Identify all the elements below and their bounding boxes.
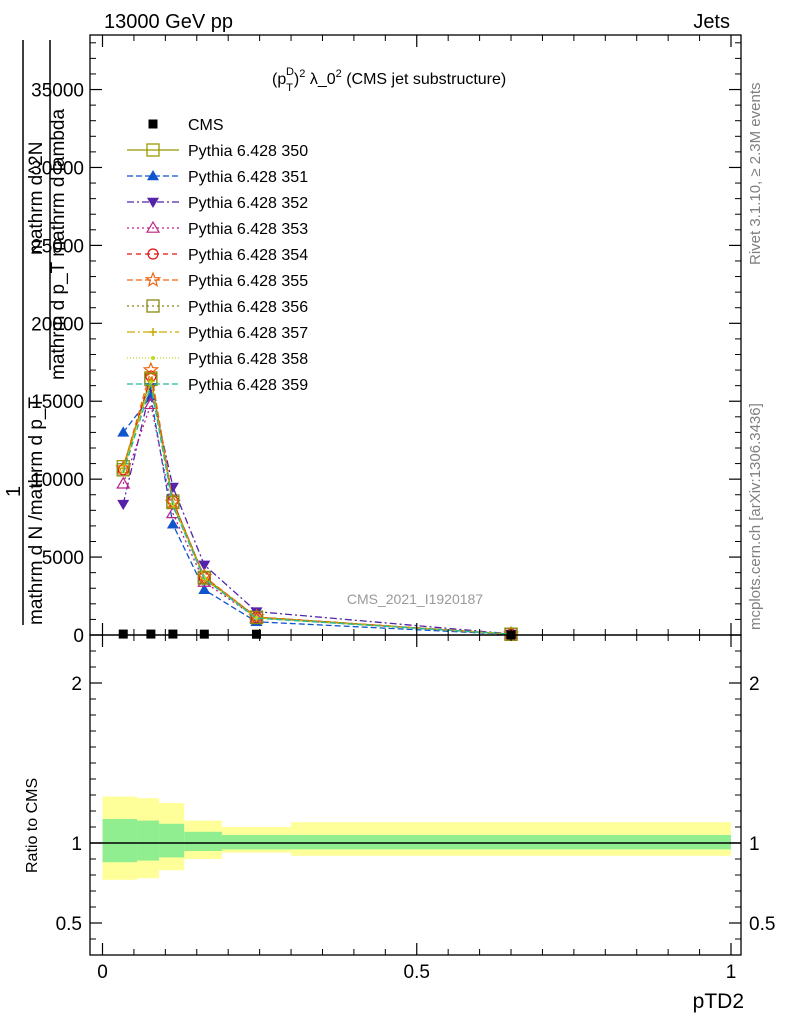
legend-label-1: Pythia 6.428 351 <box>188 169 308 186</box>
xtick-label-0: 0 <box>97 962 108 983</box>
x-axis-label: pTD2 <box>693 990 744 1013</box>
main-ytick-label-3: 15000 <box>31 392 84 413</box>
legend-marker-7 <box>149 328 157 336</box>
ratio-ytick-label-right-0: 0.5 <box>749 914 775 935</box>
legend-entry-6: Pythia 6.428 356 <box>127 299 308 316</box>
xtick-label-1: 0.5 <box>404 962 430 983</box>
series-line-5 <box>122 369 512 635</box>
legend-label-2: Pythia 6.428 352 <box>188 195 308 212</box>
header-right: Jets <box>693 11 730 33</box>
legend-label-3: Pythia 6.428 353 <box>188 221 308 238</box>
legend-label-cms: CMS <box>188 117 224 134</box>
xtick-label-2: 1 <box>726 962 737 983</box>
legend-label-7: Pythia 6.428 357 <box>188 325 308 342</box>
ratio-uncertainty-bands <box>102 796 731 880</box>
legend-entry-8: Pythia 6.428 358 <box>127 351 308 368</box>
legend-marker-5 <box>144 271 162 288</box>
main-ytick-label-5: 25000 <box>31 236 84 257</box>
ratio-y-label: Ratio to CMS <box>24 778 41 873</box>
plot-title-text: (pTD)2 λ_02 (CMS jet substructure) <box>272 66 506 94</box>
cms-point-0 <box>118 629 128 639</box>
legend-marker-6 <box>146 299 160 313</box>
cms-point-4 <box>251 629 261 639</box>
legend-entry-3: Pythia 6.428 353 <box>127 220 308 238</box>
series-line-6 <box>122 379 512 635</box>
cms-point-2 <box>168 629 178 639</box>
legend-entry-1: Pythia 6.428 351 <box>127 169 308 186</box>
series-2-point-3 <box>198 560 211 571</box>
legend-marker-3 <box>145 220 161 233</box>
series-6-point-1 <box>144 372 158 387</box>
main-ytick-label-0: 0 <box>73 626 84 647</box>
ratio-ytick-label-right-1: 1 <box>749 834 760 855</box>
legend-entry-0: Pythia 6.428 350 <box>127 143 308 160</box>
legend-entry-9: Pythia 6.428 359 <box>127 377 308 394</box>
legend-entry-7: Pythia 6.428 357 <box>127 325 308 342</box>
main-ytick-label-4: 20000 <box>31 314 84 335</box>
series-6-point-4 <box>249 610 264 625</box>
legend-marker-8 <box>151 356 155 360</box>
ylabel-frac-one: 1 <box>3 486 25 497</box>
ratio-frame <box>89 634 742 956</box>
series-8-point-4 <box>254 615 259 620</box>
cms-point-1 <box>146 629 156 639</box>
ratio-band-inner-4 <box>221 835 292 850</box>
legend-entry-5: Pythia 6.428 355 <box>127 271 308 290</box>
legend-label-8: Pythia 6.428 358 <box>188 351 308 368</box>
ylabel-denominator: mathrm d N /mathrm d p_T <box>26 397 47 625</box>
axis-ticks: 0 5000 10000 15000 20000 25000 30000 35000 0 0.5 1… <box>31 35 775 983</box>
legend-label-5: Pythia 6.428 355 <box>188 273 308 290</box>
legend-marker-4 <box>147 248 159 260</box>
ratio-band-inner-0 <box>102 819 138 863</box>
series-line-9 <box>122 385 512 635</box>
series-1-point-2 <box>166 518 179 529</box>
ratio-ytick-label-left-0: 0.5 <box>56 914 82 935</box>
ratio-band-inner-2 <box>159 823 185 858</box>
legend-marker-0 <box>146 143 160 157</box>
legend-marker-1 <box>147 170 159 181</box>
mc-series-lines <box>115 361 520 642</box>
series-2-point-0 <box>117 499 130 511</box>
ylabel-numerator-bottom: mathrm d p_T mathrm d lambda <box>48 109 69 380</box>
legend-label-6: Pythia 6.428 356 <box>188 299 308 316</box>
watermark: CMS_2021_I1920187 <box>347 591 483 607</box>
legend-entry-4: Pythia 6.428 354 <box>127 247 308 264</box>
main-ytick-label-7: 35000 <box>31 81 84 102</box>
ratio-band-inner-1 <box>137 820 160 861</box>
ylabel-numerator-top: mathrm d^2N <box>26 142 47 255</box>
series-6-point-0 <box>116 463 130 477</box>
header-left: 13000 GeV pp <box>104 11 233 33</box>
series-9 <box>122 385 512 635</box>
legend-label-9: Pythia 6.428 359 <box>188 377 308 394</box>
legend-label-4: Pythia 6.428 354 <box>188 247 308 264</box>
legend-entry-cms: CMS <box>148 117 224 134</box>
ratio-band-inner-3 <box>184 831 222 851</box>
ratio-ytick-label-left-1: 1 <box>71 834 82 855</box>
plot-title: (pTD)2 λ_02 (CMS jet substructure) <box>272 66 506 94</box>
ratio-band-inner-5 <box>291 835 731 850</box>
series-line-1 <box>122 395 512 636</box>
ratio-ytick-label-left-2: 2 <box>71 674 82 695</box>
rivet-label: Rivet 3.1.10, ≥ 2.3M events <box>747 83 764 266</box>
series-3-point-0 <box>116 476 131 489</box>
main-y-axis-label: 1 mathrm d N /mathrm d p_T mathrm d^2N m… <box>3 40 69 625</box>
series-6-point-3 <box>197 571 211 585</box>
series-1-point-0 <box>117 426 130 437</box>
legend-entry-2: Pythia 6.428 352 <box>127 195 308 212</box>
ratio-ytick-label-right-2: 2 <box>749 674 760 695</box>
legend-marker-2 <box>147 197 159 208</box>
legend: CMS Pythia 6.428 350 Pythia 6.428 351 Pythi… <box>127 117 308 394</box>
main-ytick-label-2: 10000 <box>31 470 84 491</box>
mcplots-label: mcplots.cern.ch [arXiv:1306.3436] <box>747 403 764 630</box>
legend-label-0: Pythia 6.428 350 <box>188 143 308 160</box>
series-1-point-3 <box>198 583 211 595</box>
legend-marker-cms <box>148 119 158 129</box>
main-ytick-label-1: 5000 <box>42 548 84 569</box>
main-ytick-label-6: 30000 <box>31 158 84 179</box>
series-6-point-2 <box>166 495 180 510</box>
cms-point-3 <box>199 629 209 639</box>
